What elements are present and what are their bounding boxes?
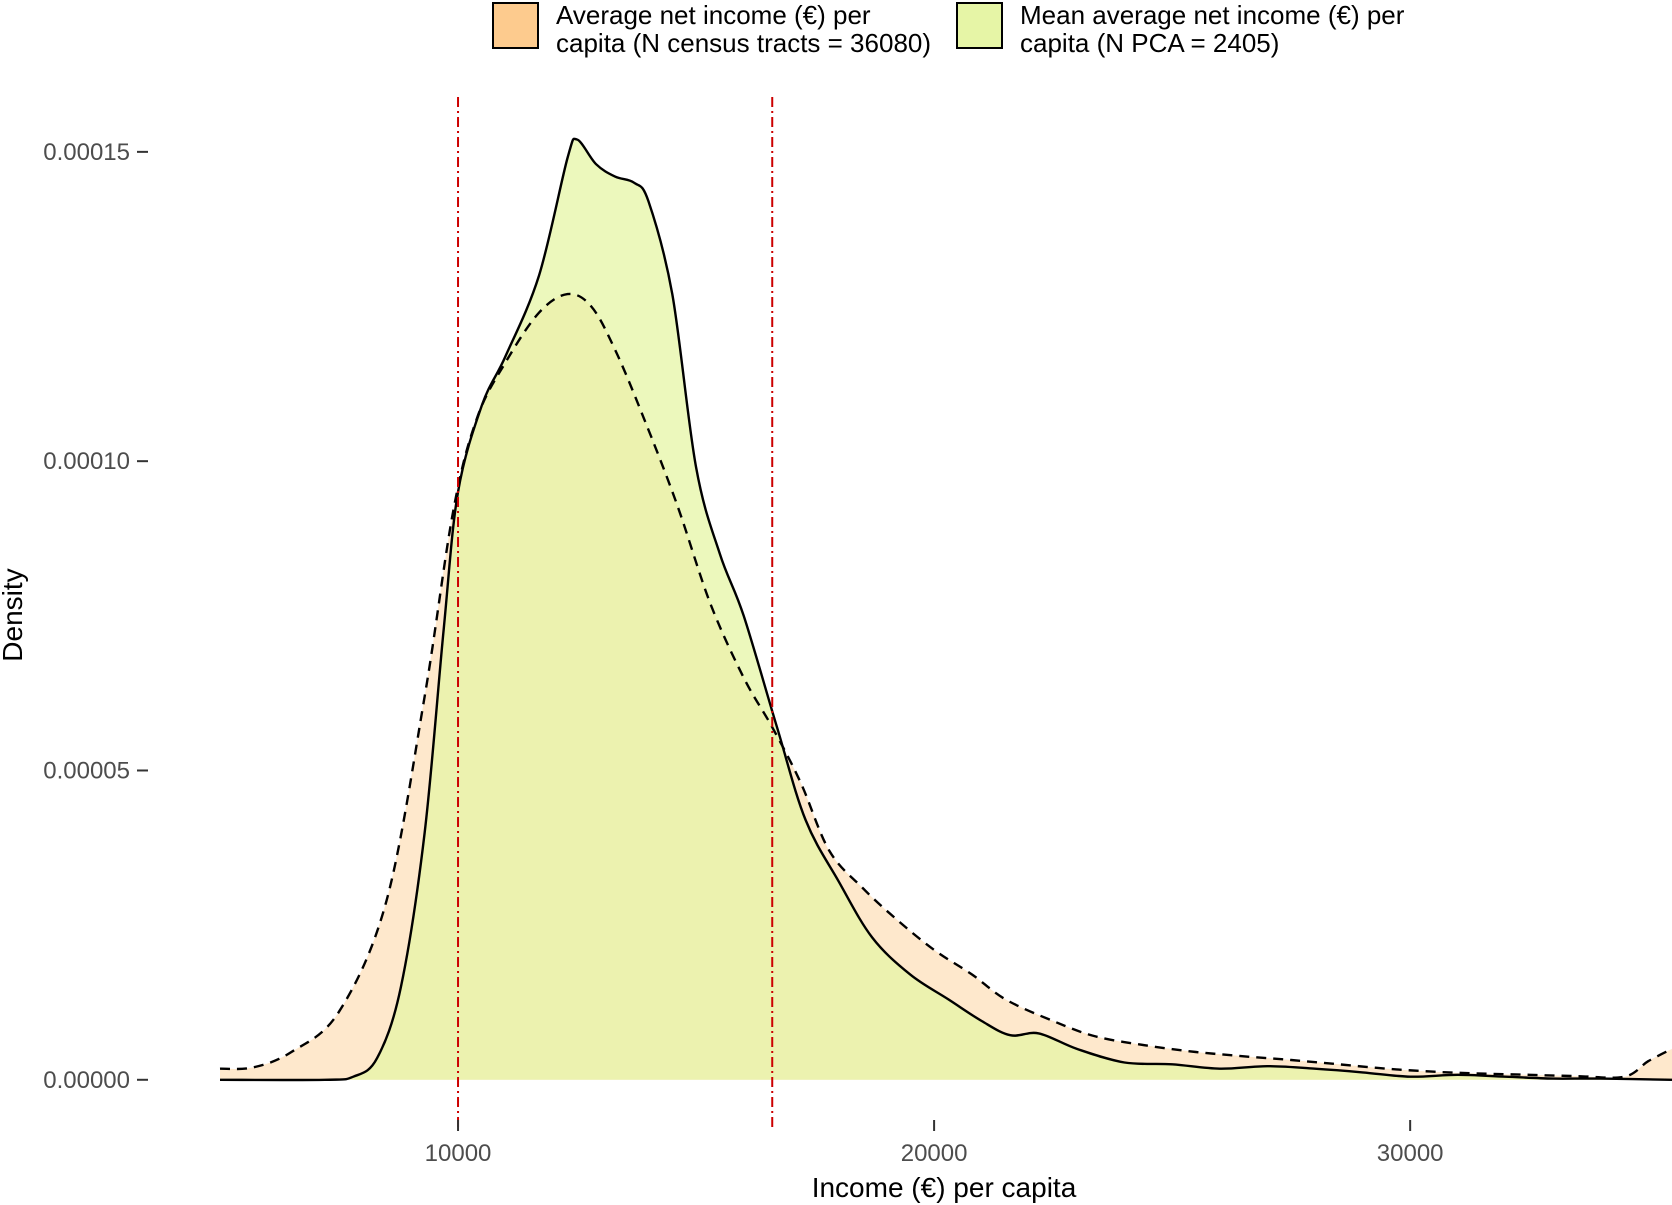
density-area-series-2 xyxy=(220,138,1672,1081)
y-tick-label-2: 0.00010 xyxy=(43,448,130,475)
x-tick-label-30000: 30000 xyxy=(1377,1140,1444,1167)
y-tick-label-0: 0.00000 xyxy=(43,1067,130,1094)
legend-label-pca-line1: Mean average net income (€) per capita (N… xyxy=(1020,0,1405,58)
x-tick-label-10000: 10000 xyxy=(425,1140,492,1167)
density-line-series-2 xyxy=(219,137,1672,1082)
legend-label-census-tracts-line1: Average net income (€) per capita (N cens… xyxy=(556,0,931,58)
y-tick-label-3: 0.00015 xyxy=(43,139,130,166)
x-axis-title: Income (€) per capita xyxy=(812,1172,1077,1203)
legend: Average net income (€) per capita (N cens… xyxy=(492,0,1405,58)
axes: 10000 20000 30000 0.00000 0.00005 0.00010 0.00… xyxy=(43,139,1443,1167)
legend-swatch-pca xyxy=(956,2,1003,49)
y-axis-title: Density xyxy=(0,568,28,661)
x-tick-label-20000: 20000 xyxy=(901,1140,968,1167)
plot-area xyxy=(219,97,1672,1130)
density-line-series-1 xyxy=(219,292,1672,1079)
y-tick-label-1: 0.00005 xyxy=(43,757,130,784)
legend-swatch-census-tracts xyxy=(492,2,539,49)
